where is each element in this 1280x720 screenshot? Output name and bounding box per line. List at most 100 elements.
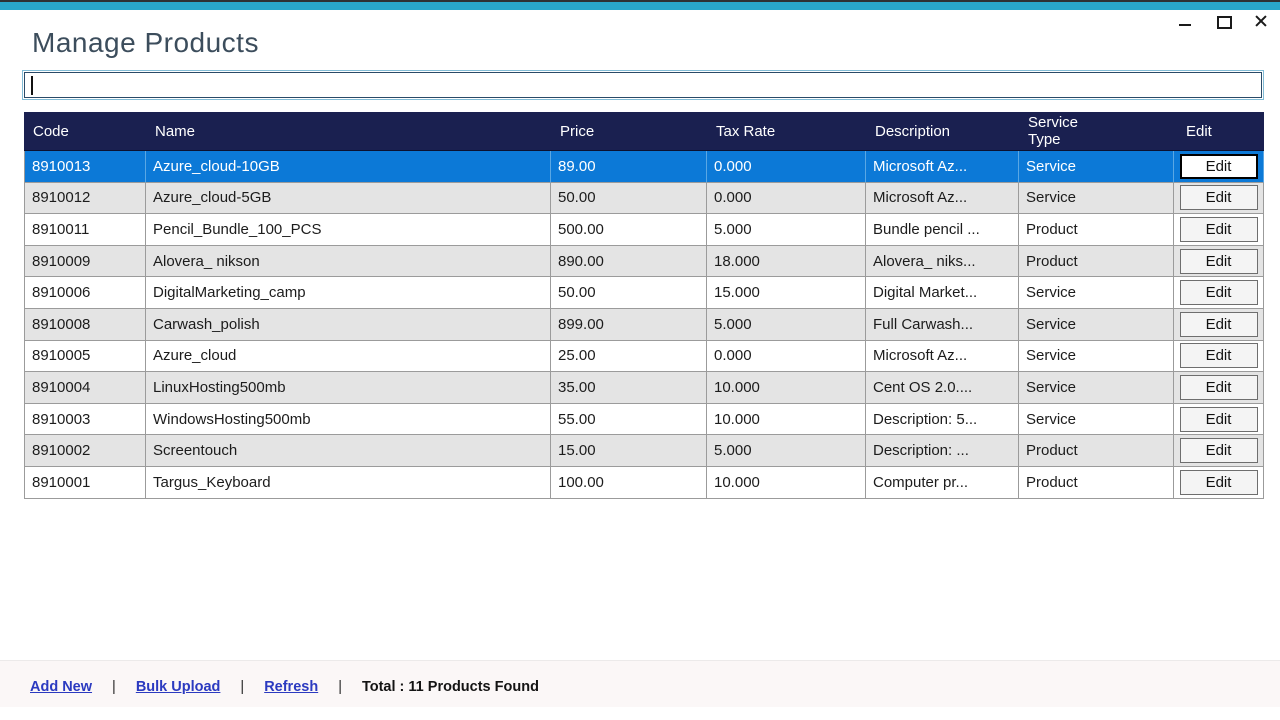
- cell-code: 8910012: [24, 182, 146, 215]
- cell-price: 50.00: [551, 182, 707, 215]
- cell-price: 899.00: [551, 308, 707, 341]
- cell-tax-rate: 10.000: [707, 403, 866, 436]
- cell-name: Azure_cloud-5GB: [146, 182, 551, 215]
- table-row[interactable]: 8910002 Screentouch 15.00 5.000 Description:…: [24, 435, 1264, 467]
- column-header-edit[interactable]: Edit: [1186, 122, 1212, 140]
- table-row[interactable]: 8910006 DigitalMarketing_camp 50.00 15.000 D…: [24, 277, 1264, 309]
- cell-edit: Edit: [1174, 182, 1264, 215]
- edit-button[interactable]: Edit: [1179, 343, 1258, 369]
- cell-description: Description: 5...: [866, 403, 1019, 436]
- search-input[interactable]: [25, 73, 1261, 97]
- column-header-code[interactable]: Code: [33, 122, 69, 140]
- edit-button[interactable]: Edit: [1179, 153, 1258, 179]
- cell-description: Computer pr...: [866, 466, 1019, 499]
- cell-service-type: Service: [1019, 308, 1174, 341]
- cell-service-type: Service: [1019, 340, 1174, 373]
- cell-price: 500.00: [551, 214, 707, 246]
- search-inner: [24, 72, 1262, 98]
- text-caret-icon: [31, 76, 33, 95]
- edit-button[interactable]: Edit: [1179, 406, 1258, 432]
- add-new-link[interactable]: Add New: [30, 679, 93, 695]
- table-row[interactable]: 8910008 Carwash_polish 899.00 5.000 Full Car…: [24, 308, 1264, 341]
- window-accent-bar: [0, 0, 1280, 10]
- cell-tax-rate: 18.000: [707, 245, 866, 278]
- bulk-upload-link[interactable]: Bulk Upload: [135, 679, 221, 695]
- table-row[interactable]: 8910011 Pencil_Bundle_100_PCS 500.00 5.000 B…: [24, 214, 1264, 246]
- edit-button[interactable]: Edit: [1179, 216, 1258, 242]
- cell-tax-rate: 15.000: [707, 277, 866, 309]
- cell-edit: Edit: [1174, 340, 1264, 373]
- edit-button[interactable]: Edit: [1179, 469, 1258, 495]
- cell-edit: Edit: [1174, 214, 1264, 246]
- cell-tax-rate: 10.000: [707, 466, 866, 499]
- cell-price: 25.00: [551, 340, 707, 373]
- cell-code: 8910004: [24, 372, 146, 404]
- cell-code: 8910008: [24, 308, 146, 341]
- cell-name: WindowsHosting500mb: [146, 403, 551, 436]
- cell-price: 100.00: [551, 466, 707, 499]
- refresh-link[interactable]: Refresh: [264, 679, 319, 695]
- edit-button[interactable]: Edit: [1179, 311, 1258, 337]
- cell-service-type: Service: [1019, 277, 1174, 309]
- cell-name: LinuxHosting500mb: [146, 372, 551, 404]
- table-body: 8910013 Azure_cloud-10GB 89.00 0.000 Microso…: [24, 151, 1264, 499]
- close-icon[interactable]: [1253, 13, 1270, 29]
- cell-code: 8910009: [24, 245, 146, 278]
- cell-service-type: Service: [1019, 151, 1174, 183]
- cell-edit: Edit: [1174, 245, 1264, 278]
- table-row[interactable]: 8910012 Azure_cloud-5GB 50.00 0.000 Microsof…: [24, 182, 1264, 215]
- cell-service-type: Product: [1019, 435, 1174, 467]
- window-controls: [1177, 13, 1270, 29]
- table-row[interactable]: 8910009 Alovera_ nikson 890.00 18.000 Alover…: [24, 245, 1264, 278]
- table-header-row: Code Name Price Tax Rate Description Ser…: [24, 112, 1264, 151]
- column-header-name[interactable]: Name: [155, 122, 196, 140]
- cell-tax-rate: 5.000: [707, 435, 866, 467]
- cell-name: Azure_cloud-10GB: [146, 151, 551, 183]
- column-header-description[interactable]: Description: [875, 122, 951, 140]
- edit-button[interactable]: Edit: [1179, 248, 1258, 274]
- column-header-tax-rate[interactable]: Tax Rate: [716, 122, 776, 140]
- edit-button[interactable]: Edit: [1179, 280, 1258, 306]
- table-row[interactable]: 8910013 Azure_cloud-10GB 89.00 0.000 Microso…: [24, 151, 1264, 183]
- column-header-price[interactable]: Price: [560, 122, 595, 140]
- cell-tax-rate: 0.000: [707, 151, 866, 183]
- cell-service-type: Product: [1019, 245, 1174, 278]
- edit-button[interactable]: Edit: [1179, 185, 1258, 211]
- table-row[interactable]: 8910005 Azure_cloud 25.00 0.000 Microsoft Az…: [24, 340, 1264, 373]
- products-table: Code Name Price Tax Rate Description Ser…: [24, 112, 1264, 499]
- minimize-icon[interactable]: [1177, 13, 1194, 29]
- cell-edit: Edit: [1174, 466, 1264, 499]
- cell-code: 8910013: [24, 151, 146, 183]
- footer-bar: Add New | Bulk Upload | Refresh | Total …: [30, 679, 539, 695]
- footer-separator: |: [240, 679, 245, 695]
- cell-tax-rate: 10.000: [707, 372, 866, 404]
- cell-tax-rate: 0.000: [707, 182, 866, 215]
- cell-description: Full Carwash...: [866, 308, 1019, 341]
- edit-button[interactable]: Edit: [1179, 374, 1258, 400]
- table-row[interactable]: 8910001 Targus_Keyboard 100.00 10.000 Comput…: [24, 466, 1264, 499]
- cell-price: 890.00: [551, 245, 707, 278]
- table-row[interactable]: 8910003 WindowsHosting500mb 55.00 10.000 Des…: [24, 403, 1264, 436]
- maximize-icon[interactable]: [1215, 13, 1232, 29]
- cell-edit: Edit: [1174, 277, 1264, 309]
- cell-name: Azure_cloud: [146, 340, 551, 373]
- cell-description: Microsoft Az...: [866, 182, 1019, 215]
- cell-edit: Edit: [1174, 308, 1264, 341]
- footer: Add New | Bulk Upload | Refresh | Total …: [0, 660, 1280, 707]
- page-title: Manage Products: [32, 27, 259, 58]
- cell-name: DigitalMarketing_camp: [146, 277, 551, 309]
- column-header-service-type[interactable]: Service Type: [1028, 114, 1079, 148]
- cell-service-type: Service: [1019, 182, 1174, 215]
- table-row[interactable]: 8910004 LinuxHosting500mb 35.00 10.000 Cent …: [24, 372, 1264, 404]
- cell-price: 50.00: [551, 277, 707, 309]
- cell-price: 55.00: [551, 403, 707, 436]
- cell-name: Targus_Keyboard: [146, 466, 551, 499]
- cell-tax-rate: 5.000: [707, 308, 866, 341]
- cell-service-type: Service: [1019, 372, 1174, 404]
- cell-description: Description: ...: [866, 435, 1019, 467]
- cell-description: Microsoft Az...: [866, 151, 1019, 183]
- footer-separator: |: [338, 679, 342, 695]
- edit-button[interactable]: Edit: [1179, 438, 1258, 464]
- cell-tax-rate: 5.000: [707, 214, 866, 246]
- cell-name: Carwash_polish: [146, 308, 551, 341]
